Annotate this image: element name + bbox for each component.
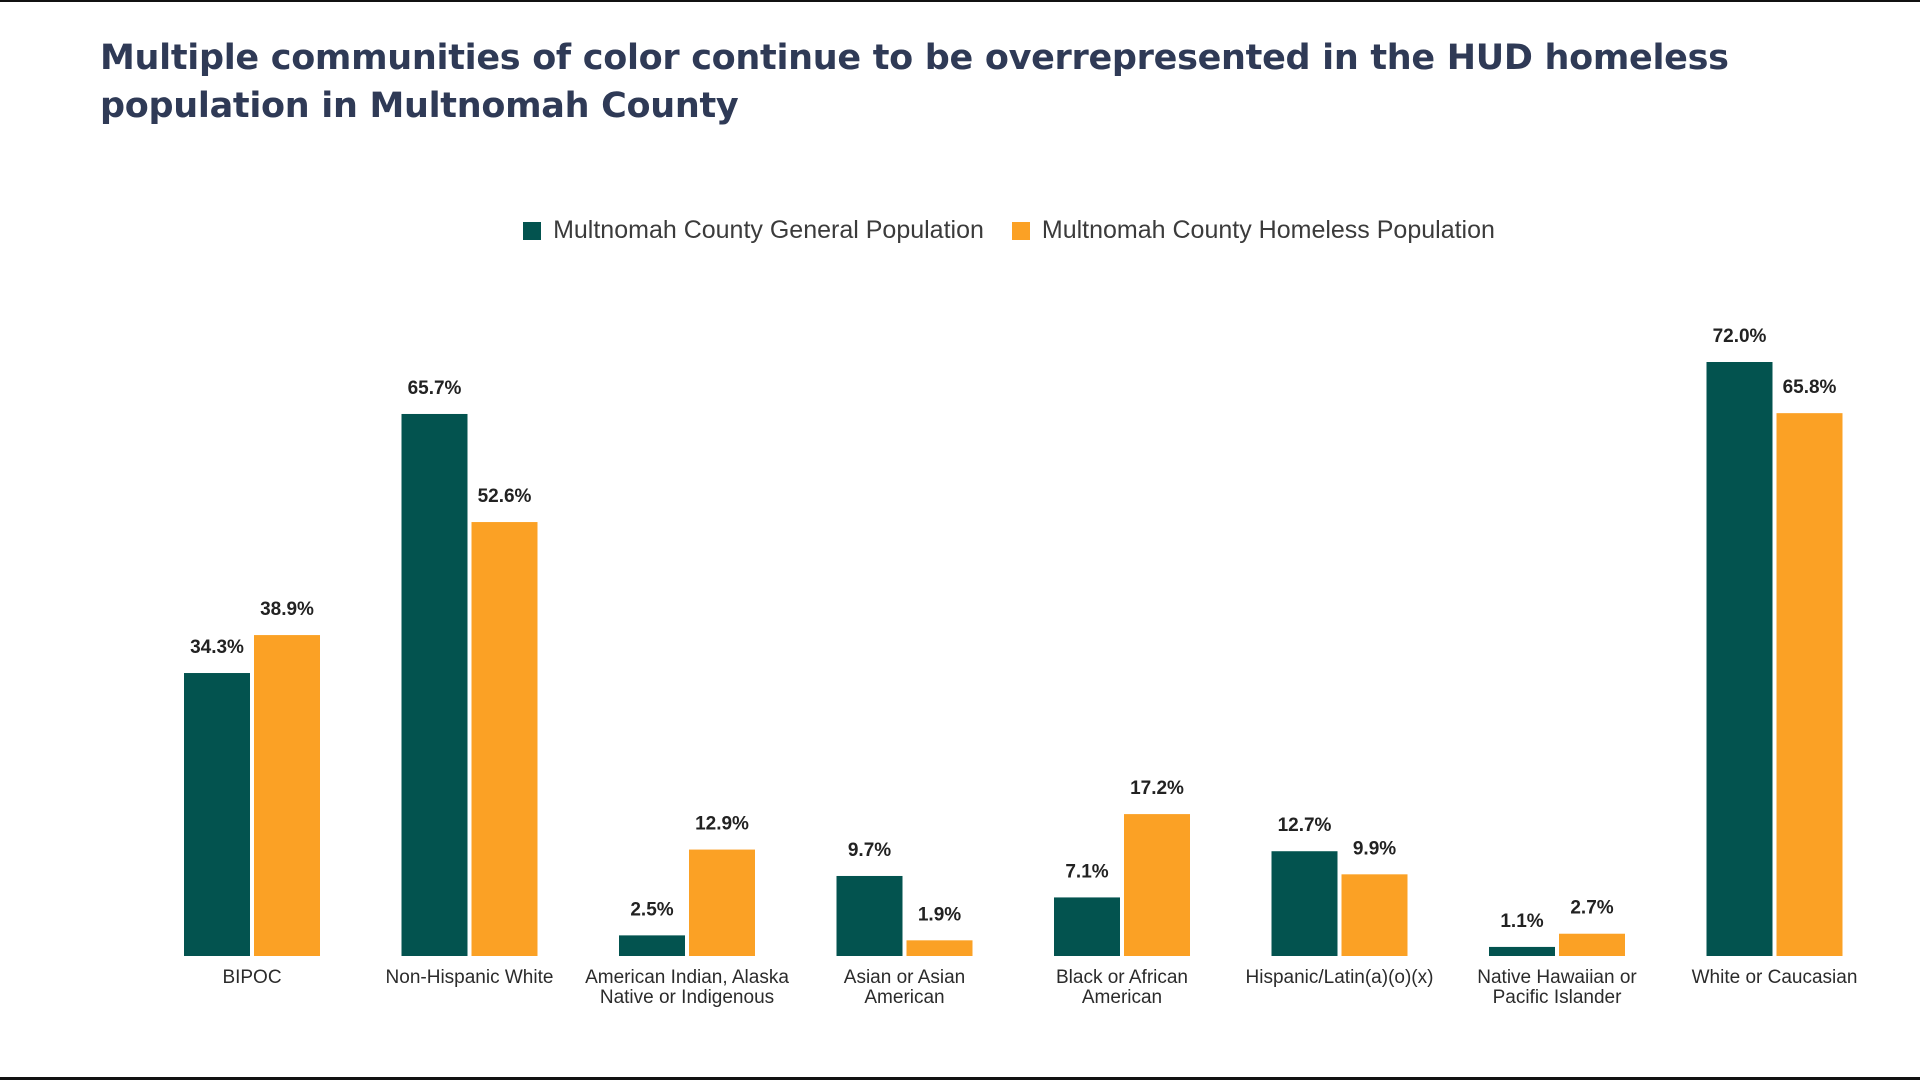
data-label-general: 2.5% — [630, 899, 673, 920]
bar-homeless — [689, 849, 755, 956]
bar-group: 72.0% 65.8% White or Caucasian — [1692, 326, 1858, 988]
chart-title: Multiple communities of color continue t… — [100, 38, 1729, 126]
category-label: White or Caucasian — [1692, 967, 1858, 988]
data-label-general: 12.7% — [1278, 815, 1332, 836]
category-label: Hispanic/Latin(a)(o)(x) — [1246, 967, 1434, 988]
bar-general — [619, 935, 685, 956]
data-label-general: 1.1% — [1500, 911, 1543, 932]
category-label: BIPOC — [222, 967, 281, 988]
data-label-homeless: 2.7% — [1570, 898, 1613, 919]
bar-homeless — [1341, 874, 1408, 956]
bar-homeless — [1124, 814, 1190, 956]
chart-legend: Multnomah County General Population Mult… — [0, 216, 1920, 245]
bar-group: 12.7% 9.9% Hispanic/Latin(a)(o)(x) — [1246, 815, 1434, 988]
category-label: Native Hawaiian or — [1477, 967, 1637, 988]
bar-general — [1271, 851, 1338, 956]
data-label-general: 72.0% — [1713, 326, 1767, 347]
legend-swatch-general — [523, 221, 542, 240]
bar-general — [401, 413, 468, 957]
bar-general — [184, 673, 250, 956]
data-label-homeless: 38.9% — [260, 599, 314, 620]
category-label: Pacific Islander — [1493, 987, 1623, 1008]
data-label-homeless: 9.9% — [1353, 838, 1396, 859]
category-label: Native or Indigenous — [600, 987, 774, 1008]
bar-group: 34.3% 38.9% BIPOC — [184, 599, 320, 988]
data-label-general: 34.3% — [190, 637, 244, 658]
category-label: American Indian, Alaska — [585, 967, 789, 988]
bar-general — [1054, 897, 1120, 956]
data-label-homeless: 17.2% — [1130, 778, 1184, 799]
data-label-general: 7.1% — [1065, 861, 1108, 882]
data-label-homeless: 1.9% — [918, 904, 961, 925]
category-label: Black or African — [1056, 967, 1188, 988]
legend-item-homeless: Multnomah County Homeless Population — [1011, 216, 1495, 245]
bar-homeless — [254, 635, 320, 956]
category-label: Non-Hispanic White — [386, 967, 554, 988]
category-label: American — [864, 987, 944, 1008]
bar-general — [1489, 946, 1555, 956]
data-label-homeless: 65.8% — [1783, 377, 1837, 398]
bar-general — [1706, 362, 1773, 956]
legend-swatch-homeless — [1011, 221, 1030, 240]
bar-group: 65.7% 52.6% Non-Hispanic White — [386, 378, 554, 988]
bar-homeless — [1776, 413, 1843, 956]
bar-general — [836, 875, 903, 956]
data-label-homeless: 12.9% — [695, 814, 749, 835]
legend-label-general: Multnomah County General Population — [553, 216, 984, 244]
bar-homeless — [471, 522, 538, 956]
data-label-homeless: 52.6% — [478, 486, 532, 507]
category-label: American — [1082, 987, 1162, 1008]
data-label-general: 65.7% — [408, 378, 462, 399]
data-label-general: 9.7% — [848, 840, 891, 861]
legend-label-homeless: Multnomah County Homeless Population — [1041, 216, 1495, 244]
legend-item-general: Multnomah County General Population — [523, 216, 984, 245]
bar-homeless — [906, 940, 973, 956]
bar-homeless — [1559, 933, 1625, 956]
category-label: Asian or Asian — [844, 967, 965, 988]
